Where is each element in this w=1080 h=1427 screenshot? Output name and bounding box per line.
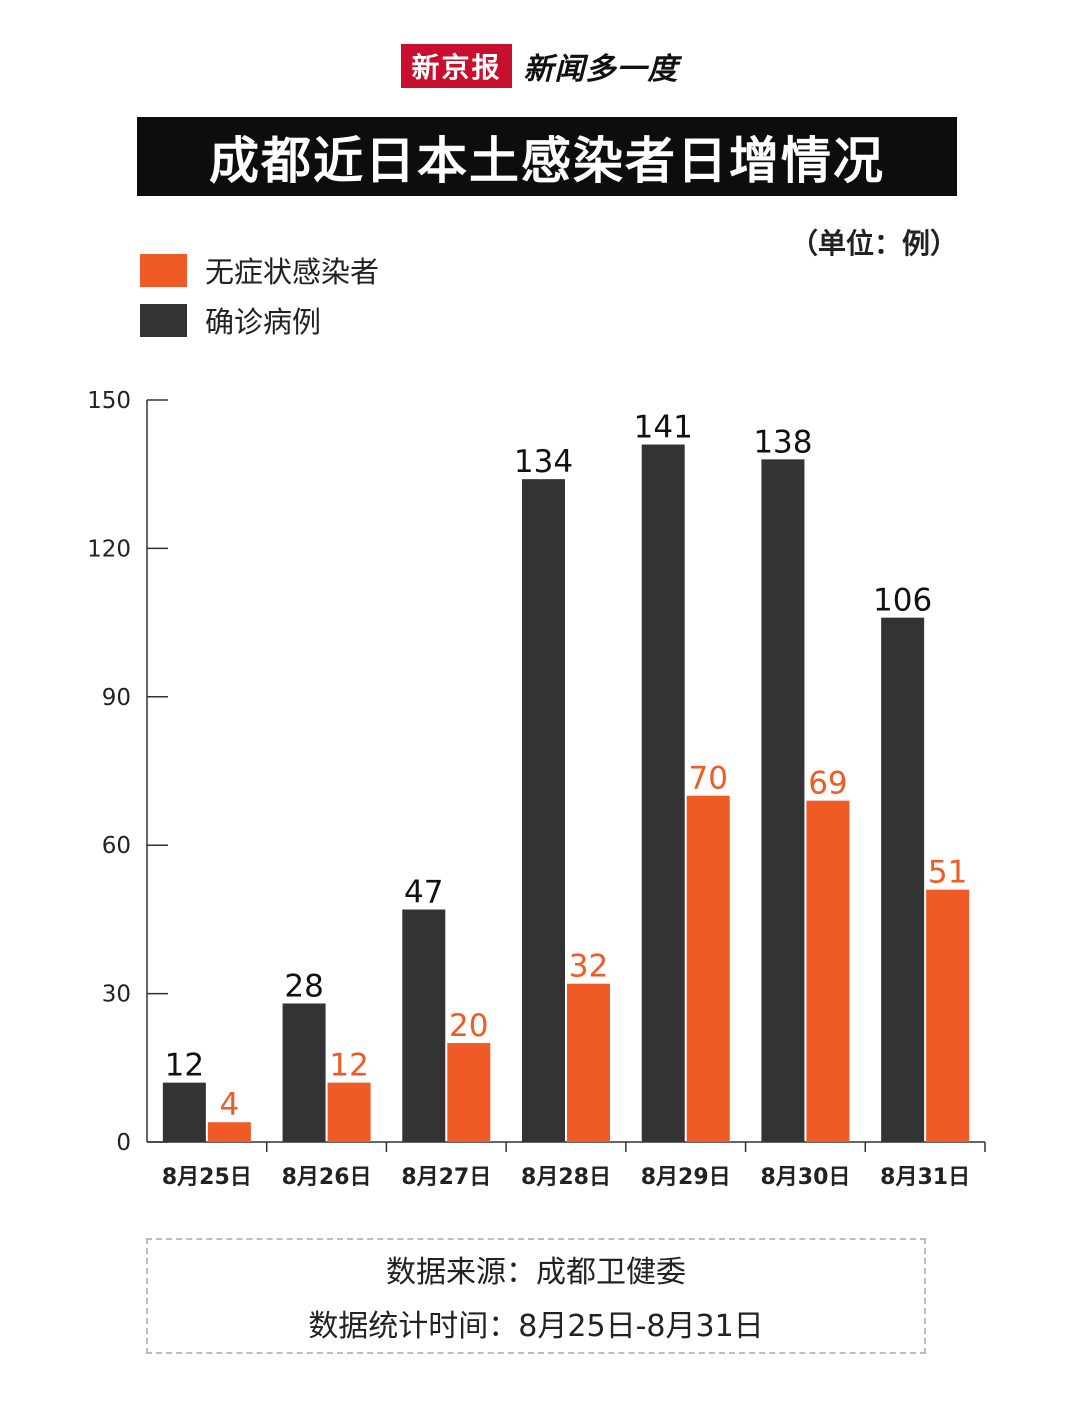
- bar-chart: 0 30 60 90 120 150 12 4 8月25日 28 12 8月26日 47 20 8月27日 1…: [87, 388, 986, 1190]
- legend-item-confirmed: 确诊病例: [140, 295, 379, 345]
- y-tick-label: 0: [116, 1130, 131, 1156]
- x-tick-label: 8月26日: [282, 1165, 372, 1190]
- unit-label: （单位：例）: [789, 227, 958, 260]
- legend-swatch-confirmed: [140, 303, 187, 337]
- data-label-confirmed: 106: [873, 583, 932, 619]
- data-label-asymptomatic: 69: [808, 766, 847, 802]
- x-tick-label: 8月27日: [401, 1165, 491, 1190]
- data-label-asymptomatic: 32: [569, 949, 608, 985]
- data-label-confirmed: 134: [514, 444, 573, 480]
- data-label-asymptomatic: 70: [688, 761, 727, 797]
- y-tick-label: 120: [87, 536, 131, 562]
- bar-confirmed: [282, 1003, 326, 1142]
- data-label-confirmed: 12: [165, 1048, 204, 1084]
- brand-header: 新京报 新闻多一度: [0, 44, 1080, 88]
- bar-asymptomatic: [686, 795, 730, 1142]
- bar-asymptomatic: [327, 1082, 371, 1142]
- data-period: 数据统计时间：8月25日-8月31日: [308, 1309, 764, 1344]
- y-tick-label: 90: [102, 685, 131, 711]
- data-label-asymptomatic: 51: [928, 855, 967, 891]
- x-tick-label: 8月31日: [880, 1165, 970, 1190]
- legend-item-asymptomatic: 无症状感染者: [140, 245, 379, 295]
- data-label-confirmed: 141: [634, 410, 693, 446]
- data-source: 数据来源：成都卫健委: [386, 1255, 686, 1290]
- chart-title: 成都近日本土感染者日增情况: [209, 131, 885, 190]
- bar-asymptomatic: [447, 1043, 491, 1142]
- data-label-confirmed: 47: [404, 875, 443, 911]
- data-label-asymptomatic: 4: [219, 1087, 239, 1123]
- legend: 无症状感染者 确诊病例: [140, 245, 379, 345]
- brand-column: 新闻多一度: [523, 52, 679, 87]
- y-tick-label: 150: [87, 388, 131, 414]
- data-label-confirmed: 138: [753, 424, 812, 460]
- bar-asymptomatic: [806, 800, 850, 1142]
- x-tick-label: 8月29日: [641, 1165, 731, 1190]
- y-tick-label: 30: [102, 982, 131, 1008]
- brand-logo: 新京报: [401, 44, 512, 88]
- data-label-asymptomatic: 20: [449, 1008, 488, 1044]
- y-tick-label: 60: [102, 833, 131, 859]
- x-tick-label: 8月30日: [760, 1165, 850, 1190]
- bar-asymptomatic: [207, 1122, 251, 1142]
- footer-note: 数据来源：成都卫健委 数据统计时间：8月25日-8月31日: [146, 1238, 926, 1354]
- title-banner: 成都近日本土感染者日增情况: [137, 117, 957, 196]
- legend-label-confirmed: 确诊病例: [205, 305, 322, 339]
- bar-asymptomatic: [567, 983, 610, 1142]
- legend-swatch-asymptomatic: [140, 253, 187, 287]
- bar-confirmed: [881, 617, 925, 1142]
- data-label-confirmed: 28: [284, 968, 323, 1004]
- x-tick-label: 8月25日: [162, 1165, 252, 1190]
- bar-confirmed: [641, 444, 685, 1142]
- bar-asymptomatic: [926, 889, 970, 1142]
- bar-confirmed: [522, 479, 565, 1142]
- bar-confirmed: [402, 909, 446, 1142]
- x-tick-label: 8月28日: [521, 1165, 611, 1190]
- legend-label-asymptomatic: 无症状感染者: [205, 255, 380, 289]
- data-label-asymptomatic: 12: [329, 1048, 368, 1084]
- bar-confirmed: [761, 459, 805, 1142]
- bar-confirmed: [162, 1082, 206, 1142]
